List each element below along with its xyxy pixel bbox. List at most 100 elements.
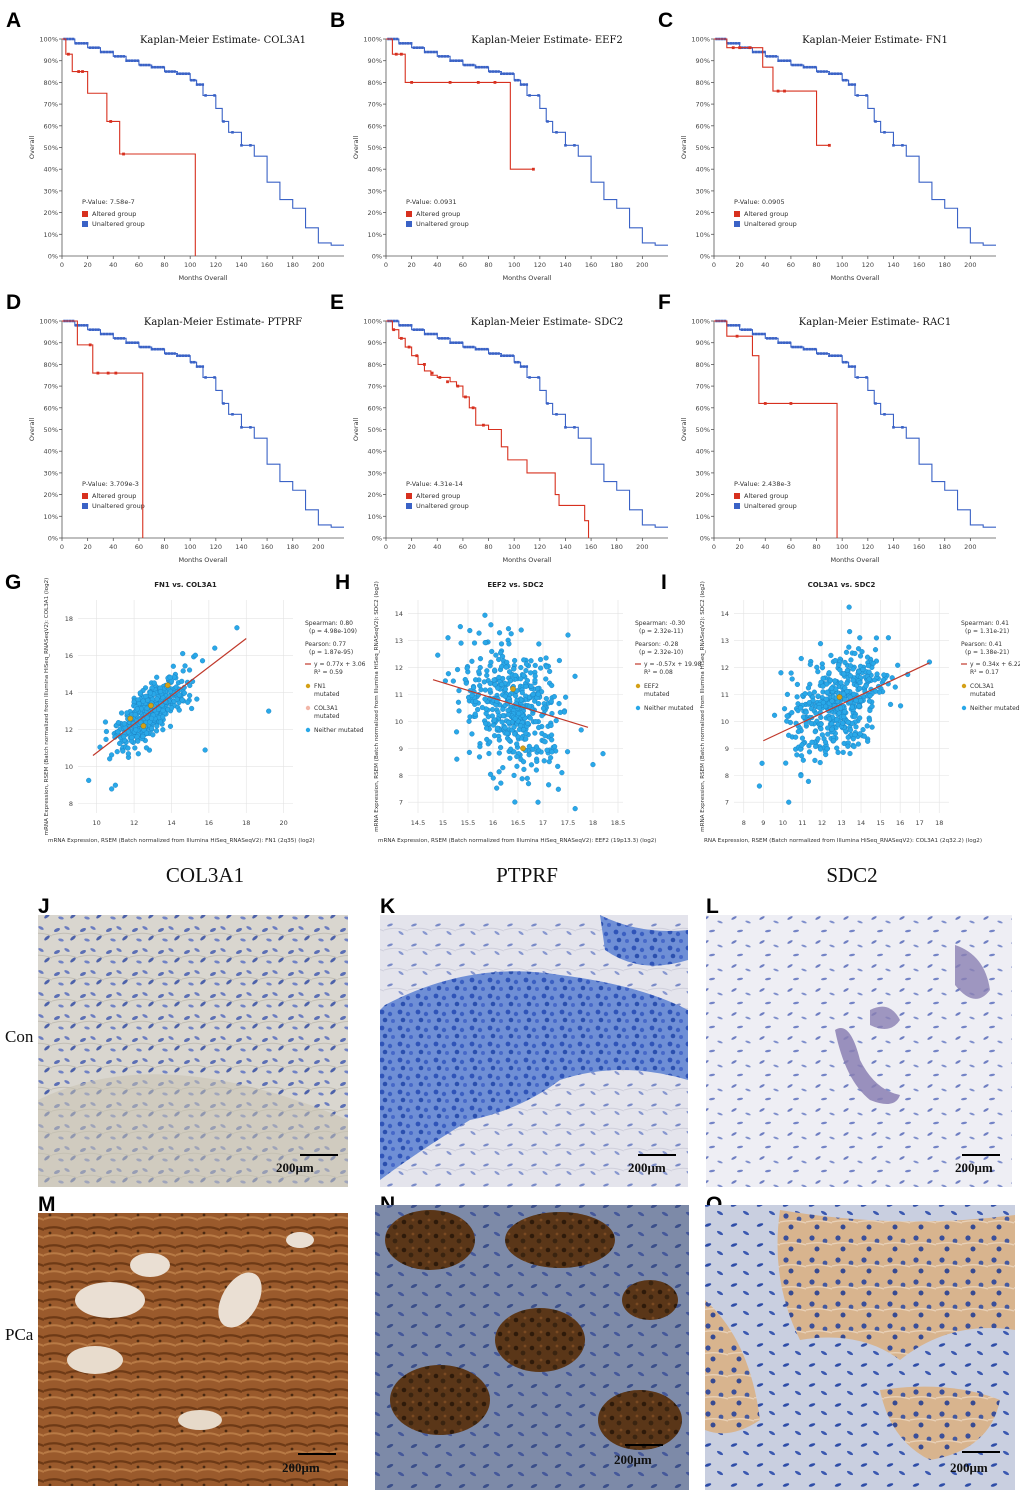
scatter-point xyxy=(187,692,193,699)
r-squared: R² = 0.17 xyxy=(970,669,999,676)
y-tick-label: 70% xyxy=(696,101,710,109)
ihc-column-title-ptprf: PTPRF xyxy=(496,863,558,887)
scatter-point xyxy=(866,676,872,682)
scatter-point xyxy=(872,647,879,653)
scatter-point-outlier xyxy=(778,670,784,676)
scatter-point xyxy=(799,735,806,741)
y-tick-label: 40% xyxy=(368,166,382,174)
scatter-point xyxy=(806,743,812,749)
y-tick-label: 30% xyxy=(696,469,710,477)
legend-label: Neither mutated xyxy=(970,705,1020,712)
y-tick-label: 16 xyxy=(65,652,73,660)
censor-mark-unaltered xyxy=(466,345,469,349)
legend-label: mutated xyxy=(644,691,670,698)
legend-swatch-altered xyxy=(82,211,88,217)
scatter-point xyxy=(867,707,873,714)
scatter-point xyxy=(543,655,549,661)
scatter-point xyxy=(578,727,584,733)
y-tick-label: 90% xyxy=(44,57,58,65)
censor-mark-unaltered xyxy=(774,337,778,340)
scatter-point-mutated xyxy=(148,702,154,709)
scatter-point xyxy=(840,691,847,697)
censor-mark-unaltered xyxy=(176,354,179,358)
scatter-point xyxy=(869,703,875,710)
y-tick-label: 100% xyxy=(363,36,382,44)
scatter-point xyxy=(530,691,536,697)
x-axis-label: Months Overall xyxy=(502,556,551,564)
stat-text: Pearson: 0.41 xyxy=(961,641,1002,648)
scatter-point xyxy=(479,704,485,711)
panel-letter-j: J xyxy=(38,895,50,918)
p-value-text: P-Value: 7.58e-7 xyxy=(82,198,135,206)
scatter-point xyxy=(494,785,500,791)
km-line-unaltered xyxy=(714,320,996,528)
scatter-point xyxy=(837,705,844,711)
y-tick-label: 8 xyxy=(69,800,73,808)
scatter-point xyxy=(129,734,135,741)
censor-mark-unaltered xyxy=(435,50,438,54)
scatter-point xyxy=(822,703,829,710)
km-title: Kaplan-Meier Estimate- COL3A1 xyxy=(140,35,306,46)
scatter-point xyxy=(818,714,824,720)
legend-label-altered: Altered group xyxy=(416,492,460,500)
censor-mark-unaltered xyxy=(799,345,803,349)
scatter-point xyxy=(519,776,525,782)
censor-mark-unaltered xyxy=(811,347,814,351)
scatter-point xyxy=(456,708,462,714)
km-title: Kaplan-Meier Estimate- PTPRF xyxy=(144,317,302,328)
panel-letter: B xyxy=(330,9,345,32)
scatter-point xyxy=(487,771,494,777)
censor-mark-altered xyxy=(735,334,739,338)
censor-mark-unaltered xyxy=(398,324,402,327)
censor-mark-unaltered xyxy=(91,46,95,49)
scatter-point xyxy=(496,769,502,775)
censor-mark-unaltered xyxy=(500,354,503,358)
y-tick-label: 60% xyxy=(368,404,382,412)
scatter-point xyxy=(552,743,558,750)
censor-mark-unaltered xyxy=(130,341,134,344)
censor-mark-unaltered xyxy=(883,131,886,134)
censor-mark-unaltered xyxy=(97,46,100,49)
scatter-point xyxy=(511,724,517,730)
censor-mark-unaltered xyxy=(847,83,851,86)
ihc-image-l: 200μm xyxy=(706,915,1012,1187)
x-tick-label: 140 xyxy=(887,261,899,269)
censor-mark-unaltered xyxy=(401,42,404,45)
censor-mark-unaltered xyxy=(231,413,234,416)
x-tick-label: 17 xyxy=(539,819,547,827)
scatter-point xyxy=(800,757,806,763)
scatter-point xyxy=(157,719,163,725)
x-tick-label: 20 xyxy=(407,261,415,269)
x-tick-label: 18.5 xyxy=(611,819,625,827)
scatter-plots: G FN1 vs. COL3A1 10 12 14 16 18 20 8 10 12 14 16 18 mR… xyxy=(5,571,1020,844)
scatter-point xyxy=(819,732,825,738)
scatter-point-outlier xyxy=(600,751,606,757)
scatter-point xyxy=(590,761,596,768)
y-tick-label: 9 xyxy=(725,745,729,753)
censor-mark-unaltered xyxy=(511,72,514,76)
scatter-point xyxy=(525,720,531,727)
stat-text: (p = 1.87e-95) xyxy=(309,649,353,656)
censor-mark-altered xyxy=(783,89,786,93)
y-tick-label: 100% xyxy=(691,318,710,326)
censor-mark-unaltered xyxy=(201,83,205,86)
censor-mark-unaltered xyxy=(407,42,410,45)
scatter-point xyxy=(464,665,470,671)
censor-mark-unaltered xyxy=(537,376,540,379)
censor-mark-unaltered xyxy=(153,65,157,69)
x-tick-label: 0 xyxy=(60,543,64,551)
censor-mark-unaltered xyxy=(471,63,475,67)
censor-mark-unaltered xyxy=(164,352,168,355)
scatter-point xyxy=(524,775,530,781)
scatter-point xyxy=(849,704,855,710)
censor-mark-unaltered xyxy=(412,328,416,331)
censor-mark-unaltered xyxy=(740,328,744,331)
censor-mark-unaltered xyxy=(145,63,148,67)
scatter-point xyxy=(525,781,532,787)
scatter-point xyxy=(160,707,166,714)
censor-mark-unaltered xyxy=(751,50,755,54)
censor-mark-unaltered xyxy=(537,94,540,97)
scatter-point xyxy=(143,745,150,751)
y-tick-label: 30% xyxy=(368,469,382,477)
x-tick-label: 0 xyxy=(712,543,716,551)
